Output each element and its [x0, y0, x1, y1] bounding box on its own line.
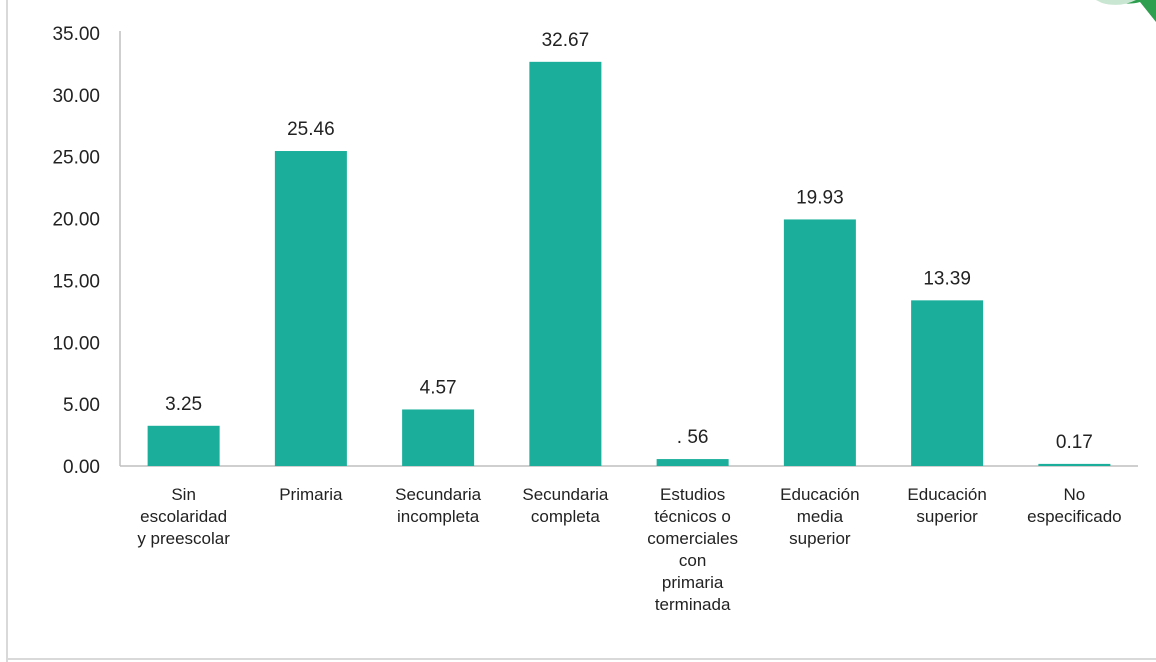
data-label: 3.25: [165, 394, 202, 415]
data-labels: 3.25 25.46 4.57 32.67 . 56 19.93 13.39 0.17: [165, 30, 1093, 453]
x-tick-label: Educación media superior: [780, 485, 859, 548]
bar: [911, 300, 984, 466]
data-label: 19.93: [796, 187, 844, 208]
x-tick-label-line: superior: [789, 529, 851, 548]
x-tick-label: No especificado: [1027, 485, 1122, 526]
x-tick-label: Primaria: [279, 485, 343, 504]
bar: [274, 151, 347, 466]
data-label: 4.57: [420, 377, 457, 398]
y-tick-label: 15.00: [52, 271, 100, 292]
bar: [529, 61, 602, 466]
frame-bottom-border: [6, 658, 1156, 660]
x-tick-label-line: primaria: [662, 573, 724, 592]
x-tick-label: Sin escolaridad y preescolar: [137, 485, 230, 548]
x-tick-label: Educación superior: [907, 485, 986, 526]
bar: [656, 459, 729, 466]
x-axis-labels: Sin escolaridad y preescolar Primaria Secund…: [137, 485, 1121, 614]
y-tick-label: 25.00: [52, 148, 100, 169]
y-tick-label: 20.00: [52, 210, 100, 231]
bar: [783, 219, 856, 466]
bar: [1038, 463, 1111, 466]
y-axis-ticks: 0.00 5.00 10.00 15.00 20.00 25.00 30.00 35.00: [52, 24, 100, 478]
y-tick-label: 10.00: [52, 333, 100, 354]
x-tick-label-line: media: [797, 507, 844, 526]
x-tick-label-line: Secundaria: [395, 485, 482, 504]
y-tick-label: 30.00: [52, 86, 100, 107]
x-tick-label-line: escolaridad: [140, 507, 227, 526]
frame-left-border: [6, 0, 8, 662]
x-tick-label-line: y preescolar: [137, 529, 230, 548]
x-tick-label-line: incompleta: [397, 507, 480, 526]
x-tick-label-line: superior: [916, 507, 978, 526]
corner-decoration: [1096, 0, 1156, 22]
x-tick-label-line: especificado: [1027, 507, 1122, 526]
x-tick-label-line: Secundaria: [522, 485, 609, 504]
bars: [147, 61, 1111, 466]
x-tick-label-line: terminada: [655, 595, 731, 614]
bar: [147, 425, 220, 466]
x-tick-label-line: con: [679, 551, 706, 570]
data-label: 25.46: [287, 119, 335, 140]
x-tick-label-line: No: [1064, 485, 1086, 504]
x-tick-label: Secundaria completa: [522, 485, 609, 526]
x-tick-label-line: comerciales: [647, 529, 738, 548]
x-tick-label-line: técnicos o: [654, 507, 731, 526]
x-tick-label-line: completa: [531, 507, 601, 526]
x-tick-label: Secundaria incompleta: [395, 485, 482, 526]
x-tick-label-line: Primaria: [279, 485, 343, 504]
y-tick-label: 5.00: [63, 395, 100, 416]
data-label: 32.67: [542, 30, 590, 51]
data-label: . 56: [677, 427, 709, 448]
x-tick-label-line: Estudios: [660, 485, 725, 504]
x-tick-label: Estudios técnicos o comerciales con primaria…: [647, 485, 738, 614]
y-tick-label: 35.00: [52, 24, 100, 45]
x-tick-label-line: Educación: [907, 485, 986, 504]
bar: [402, 409, 475, 466]
x-tick-label-line: Educación: [780, 485, 859, 504]
x-tick-label-line: Sin: [171, 485, 196, 504]
y-tick-label: 0.00: [63, 457, 100, 478]
data-label: 13.39: [923, 268, 971, 289]
data-label: 0.17: [1056, 432, 1093, 453]
